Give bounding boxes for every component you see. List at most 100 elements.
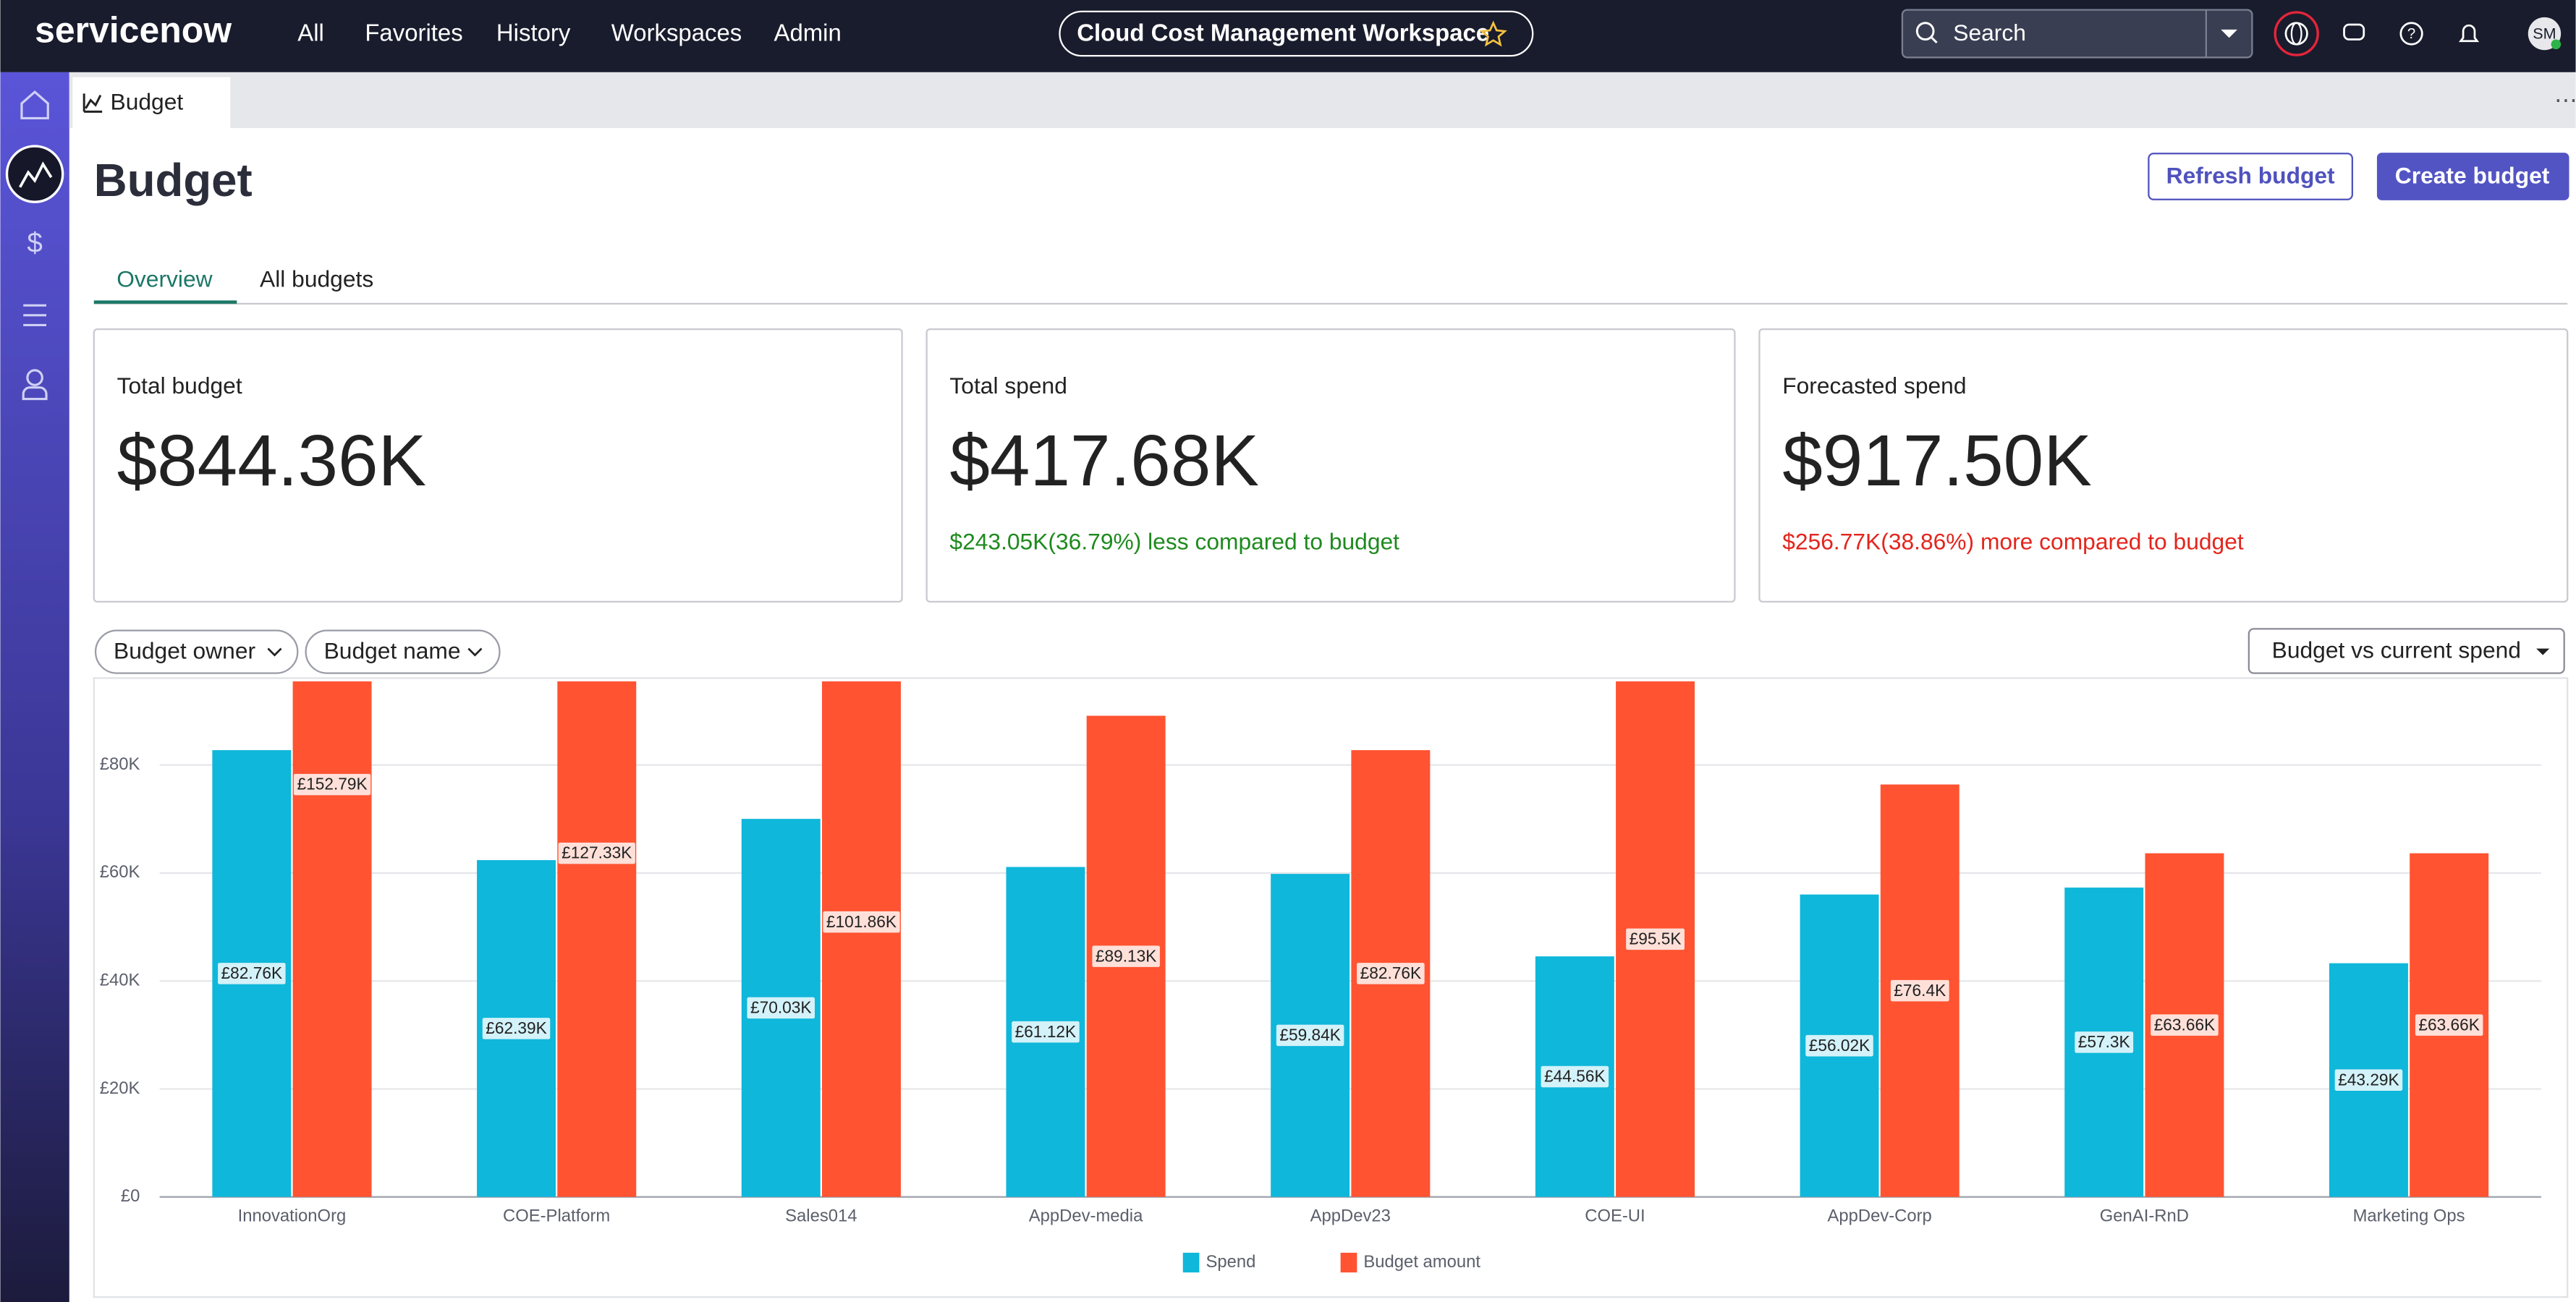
kpi-label: Total budget xyxy=(117,373,242,399)
value-label: £59.84K xyxy=(1279,1026,1341,1044)
value-label-bg xyxy=(747,997,815,1019)
filter-label: Budget owner xyxy=(114,638,255,664)
kpi-card xyxy=(1758,328,2569,603)
legend-label: Spend xyxy=(1206,1252,1256,1272)
bar xyxy=(557,681,637,1197)
bar xyxy=(821,681,901,1197)
value-label-bg xyxy=(2075,1031,2134,1053)
value-label: £56.02K xyxy=(1809,1036,1870,1055)
value-label: £44.56K xyxy=(1544,1067,1606,1086)
value-label: £82.76K xyxy=(1360,963,1422,982)
value-label: £82.76K xyxy=(221,963,283,982)
workspace-pill[interactable] xyxy=(1059,10,1534,57)
search-placeholder: Search xyxy=(1953,20,2026,46)
y-tick-label: £20K xyxy=(100,1078,140,1098)
chat-icon[interactable] xyxy=(2343,23,2365,41)
kpi-note: $243.05K(36.79%) less compared to budget xyxy=(949,529,1399,555)
value-label: £89.13K xyxy=(1096,946,1157,965)
workspace-name: Cloud Cost Management Workspace xyxy=(1077,19,1489,46)
kpi-card xyxy=(925,328,1736,603)
nav-item[interactable]: Favorites xyxy=(365,19,462,46)
x-tick-label: InnovationOrg xyxy=(238,1206,347,1225)
tab-all-budgets[interactable]: All budgets xyxy=(260,266,373,292)
filter-label: Budget name xyxy=(324,638,461,664)
value-label: £63.66K xyxy=(2418,1015,2480,1034)
x-tick-label: COE-UI xyxy=(1585,1206,1645,1225)
kpi-value: $917.50K xyxy=(1782,421,2092,501)
nav-item[interactable]: History xyxy=(496,19,571,46)
tab-strip xyxy=(69,72,2576,129)
bell-icon[interactable] xyxy=(2458,24,2480,43)
x-tick-label: AppDev-Corp xyxy=(1827,1206,1931,1225)
value-label-bg xyxy=(1626,928,1685,950)
value-label: £152.79K xyxy=(297,775,367,793)
button-label: Create budget xyxy=(2395,163,2550,189)
help-icon[interactable] xyxy=(2399,22,2423,46)
value-label-bg xyxy=(823,911,900,933)
svg-text:?: ? xyxy=(2407,26,2415,42)
kpi-value: $844.36K xyxy=(117,421,427,501)
value-labels: £82.76K £152.79K £62.39K £127.33K £70.03K £10… xyxy=(218,773,2483,1091)
view-dropdown[interactable] xyxy=(2247,628,2565,674)
x-tick-label: GenAI-RnD xyxy=(2100,1206,2189,1225)
value-label-bg xyxy=(1276,1024,1344,1047)
value-label: £62.39K xyxy=(486,1018,547,1037)
y-tick-label: £0 xyxy=(121,1186,140,1206)
budget-nav[interactable] xyxy=(5,145,64,203)
star-icon[interactable] xyxy=(1479,20,1507,47)
legend-swatch xyxy=(1340,1252,1357,1273)
refresh-button[interactable] xyxy=(2148,153,2354,200)
kpi-value: $417.68K xyxy=(949,421,1259,501)
kpi-card xyxy=(93,328,903,603)
tab-label: Budget xyxy=(111,88,184,114)
tab[interactable] xyxy=(72,77,231,129)
x-tick-label: AppDev23 xyxy=(1310,1206,1391,1225)
nav-item[interactable]: Workspaces xyxy=(611,19,742,46)
value-label: £127.33K xyxy=(562,843,632,862)
y-tick-label: £80K xyxy=(100,754,140,774)
y-tick-label: £60K xyxy=(100,862,140,882)
value-label-bg xyxy=(1805,1034,1873,1057)
value-label-bg xyxy=(1541,1065,1609,1088)
value-label-bg xyxy=(2334,1069,2403,1091)
nav-item[interactable]: Admin xyxy=(774,19,842,46)
tab-overview[interactable]: Overview xyxy=(116,266,213,292)
more-icon[interactable]: ⋯ xyxy=(2554,87,2576,113)
value-label: £63.66K xyxy=(2154,1015,2216,1034)
button-label: Refresh budget xyxy=(2166,163,2335,189)
create-button[interactable] xyxy=(2376,153,2569,200)
x-tick-label: Sales014 xyxy=(785,1206,857,1225)
filter-pill[interactable] xyxy=(305,629,501,674)
bar xyxy=(292,681,372,1197)
list-icon[interactable] xyxy=(23,304,46,327)
value-label: £57.3K xyxy=(2078,1032,2130,1051)
y-tick-label: £40K xyxy=(100,970,140,990)
value-label: £43.29K xyxy=(2338,1070,2399,1089)
globe-button[interactable] xyxy=(2274,11,2319,56)
logo[interactable]: servicenow xyxy=(35,10,232,51)
filter-pill[interactable] xyxy=(94,629,299,674)
value-label-bg xyxy=(1092,945,1160,967)
search-box[interactable] xyxy=(1901,9,2253,59)
kpi-label: Total spend xyxy=(949,373,1067,399)
page-title: Budget xyxy=(94,155,253,206)
cost-icon[interactable]: $ xyxy=(27,227,42,258)
value-label: £76.4K xyxy=(1894,981,1946,1000)
value-label: £95.5K xyxy=(1630,929,1682,948)
value-label-bg xyxy=(1890,979,1949,1002)
value-label-bg xyxy=(2415,1014,2483,1036)
kpi-label: Forecasted spend xyxy=(1782,373,1966,399)
legend-swatch xyxy=(1182,1252,1200,1273)
kpi-note: $256.77K(38.86%) more compared to budget xyxy=(1782,529,2244,555)
value-label: £61.12K xyxy=(1015,1022,1077,1041)
search-dropdown[interactable] xyxy=(2221,29,2237,38)
sidebar xyxy=(0,72,69,1302)
value-label-bg xyxy=(2151,1014,2219,1036)
legend-label: Budget amount xyxy=(1363,1252,1480,1272)
x-tick-label: COE-Platform xyxy=(503,1206,610,1225)
user-icon[interactable] xyxy=(26,369,43,386)
nav-item[interactable]: All xyxy=(297,19,324,46)
home-icon[interactable] xyxy=(20,90,49,120)
value-label-bg xyxy=(293,773,371,796)
